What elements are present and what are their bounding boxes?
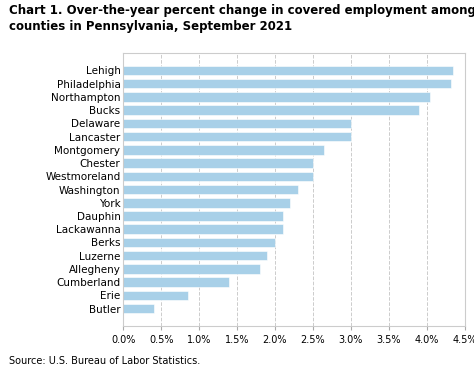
Text: counties in Pennsylvania, September 2021: counties in Pennsylvania, September 2021 — [9, 20, 292, 33]
Bar — [123, 79, 451, 88]
Bar — [123, 118, 351, 128]
Bar — [123, 291, 188, 300]
Bar — [123, 132, 351, 141]
Bar — [123, 264, 260, 274]
Bar — [123, 251, 267, 261]
Bar — [123, 198, 290, 208]
Bar — [123, 211, 283, 221]
Bar — [123, 224, 283, 234]
Text: Chart 1. Over-the-year percent change in covered employment among the largest: Chart 1. Over-the-year percent change in… — [9, 4, 474, 17]
Bar — [123, 277, 229, 287]
Bar — [123, 158, 313, 168]
Bar — [123, 304, 154, 313]
Bar — [123, 92, 430, 102]
Bar — [123, 145, 324, 155]
Bar — [123, 171, 313, 181]
Bar — [123, 105, 419, 115]
Bar — [123, 185, 298, 194]
Text: Source: U.S. Bureau of Labor Statistics.: Source: U.S. Bureau of Labor Statistics. — [9, 356, 201, 366]
Bar — [123, 238, 275, 247]
Bar — [123, 66, 453, 75]
